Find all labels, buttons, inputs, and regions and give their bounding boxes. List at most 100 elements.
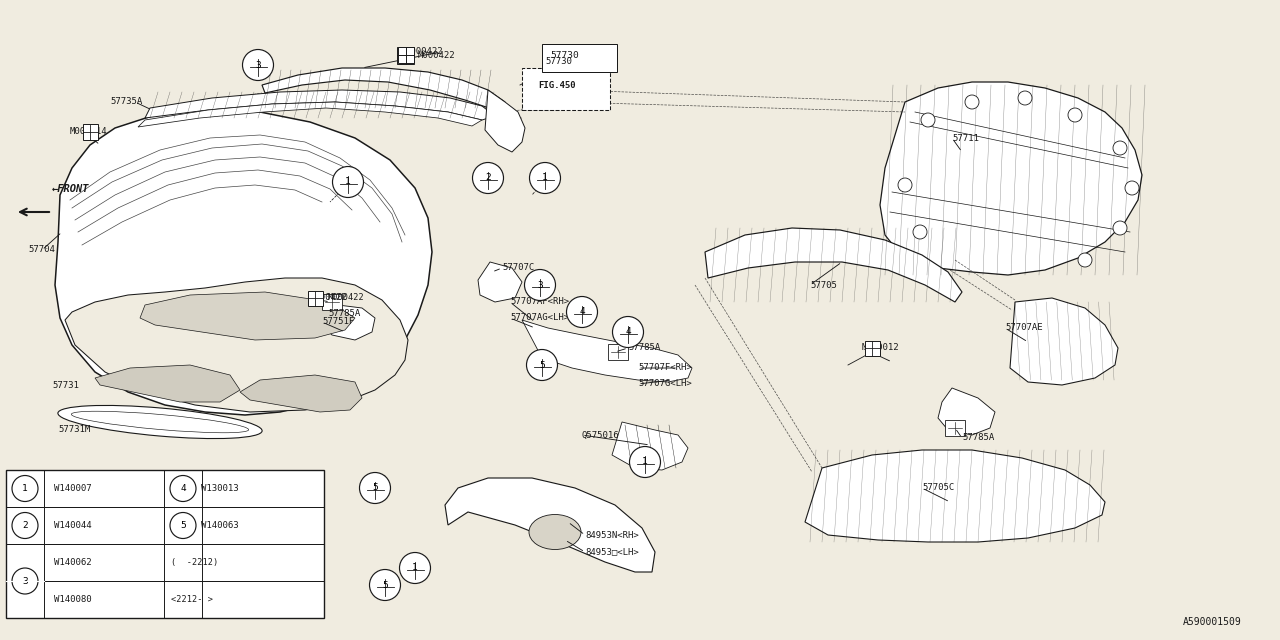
Text: (  -2212): ( -2212) xyxy=(172,558,219,567)
Text: M000422: M000422 xyxy=(310,294,348,303)
Text: 57707F<RH>: 57707F<RH> xyxy=(637,364,691,372)
Text: 3: 3 xyxy=(22,577,28,586)
Text: 4: 4 xyxy=(180,484,186,493)
Text: 57785A: 57785A xyxy=(628,344,660,353)
Circle shape xyxy=(530,163,561,193)
Text: 3: 3 xyxy=(255,61,261,70)
Text: 4: 4 xyxy=(579,307,585,317)
Text: M000422: M000422 xyxy=(328,294,365,303)
Ellipse shape xyxy=(58,405,262,438)
Bar xyxy=(398,47,415,63)
Text: 57751F: 57751F xyxy=(323,317,355,326)
Bar xyxy=(376,579,393,595)
Bar xyxy=(323,294,342,310)
Polygon shape xyxy=(445,478,655,572)
Polygon shape xyxy=(138,102,483,127)
Bar xyxy=(366,481,384,499)
Polygon shape xyxy=(881,82,1142,275)
Bar xyxy=(250,58,266,76)
Text: 1: 1 xyxy=(22,484,28,493)
Text: 57731M: 57731M xyxy=(58,426,91,435)
Text: 1: 1 xyxy=(643,458,648,467)
Circle shape xyxy=(613,317,644,348)
Text: 84953□<LH>: 84953□<LH> xyxy=(585,547,639,557)
Bar xyxy=(307,291,323,305)
Text: 84953N<RH>: 84953N<RH> xyxy=(585,531,639,540)
Circle shape xyxy=(525,269,556,301)
Text: M000314: M000314 xyxy=(70,127,108,136)
Text: 2: 2 xyxy=(22,521,28,530)
Circle shape xyxy=(360,472,390,504)
Bar xyxy=(480,172,497,189)
Circle shape xyxy=(1114,221,1126,235)
Bar xyxy=(608,344,628,360)
Circle shape xyxy=(12,476,38,502)
Circle shape xyxy=(472,163,503,193)
Circle shape xyxy=(333,166,364,198)
Text: W140080: W140080 xyxy=(54,595,92,604)
Text: 5: 5 xyxy=(372,483,378,493)
Polygon shape xyxy=(612,422,689,470)
Polygon shape xyxy=(1010,298,1117,385)
Polygon shape xyxy=(65,278,408,412)
Circle shape xyxy=(526,349,558,381)
Text: 57730: 57730 xyxy=(550,51,579,60)
Text: W140062: W140062 xyxy=(54,558,92,567)
Bar xyxy=(522,68,611,110)
Text: W140063: W140063 xyxy=(201,521,238,530)
Text: Q575016: Q575016 xyxy=(582,431,620,440)
Circle shape xyxy=(170,513,196,538)
Text: 1: 1 xyxy=(543,173,548,182)
Bar xyxy=(82,125,97,140)
Circle shape xyxy=(242,49,274,81)
Circle shape xyxy=(922,113,934,127)
Bar xyxy=(636,456,654,472)
Text: 1: 1 xyxy=(412,563,417,573)
Text: 57707AG<LH>: 57707AG<LH> xyxy=(509,314,570,323)
Text: M000422: M000422 xyxy=(406,47,444,56)
Text: 57707AF<RH>: 57707AF<RH> xyxy=(509,298,570,307)
Circle shape xyxy=(12,568,38,594)
Polygon shape xyxy=(522,78,575,110)
Circle shape xyxy=(1018,91,1032,105)
Polygon shape xyxy=(805,450,1105,542)
Circle shape xyxy=(1078,253,1092,267)
Text: 57785A: 57785A xyxy=(328,310,360,319)
Text: M060012: M060012 xyxy=(861,344,900,353)
Polygon shape xyxy=(477,262,522,302)
Bar xyxy=(398,47,413,63)
Text: 5: 5 xyxy=(180,521,186,530)
Polygon shape xyxy=(705,228,963,302)
Text: 57707G<LH>: 57707G<LH> xyxy=(637,380,691,388)
Text: 57730: 57730 xyxy=(545,58,572,67)
Text: 57704: 57704 xyxy=(28,246,55,255)
Circle shape xyxy=(899,178,913,192)
Text: M000422: M000422 xyxy=(419,51,456,60)
Circle shape xyxy=(12,513,38,538)
Text: 57707AE: 57707AE xyxy=(1005,323,1043,333)
Polygon shape xyxy=(241,375,362,412)
Bar xyxy=(339,175,357,193)
Polygon shape xyxy=(485,90,525,152)
Ellipse shape xyxy=(72,412,248,433)
Circle shape xyxy=(567,296,598,328)
Bar xyxy=(620,326,636,342)
Polygon shape xyxy=(938,388,995,435)
Bar xyxy=(573,305,590,323)
Bar xyxy=(534,358,550,376)
Text: ←FRONT: ←FRONT xyxy=(52,184,90,194)
Text: 4: 4 xyxy=(625,328,631,337)
Bar xyxy=(407,561,424,579)
Circle shape xyxy=(965,95,979,109)
Text: A590001509: A590001509 xyxy=(1183,617,1242,627)
Text: 57707C: 57707C xyxy=(502,264,534,273)
Text: 57785A: 57785A xyxy=(963,433,995,442)
Text: W130013: W130013 xyxy=(201,484,238,493)
Text: 57705C: 57705C xyxy=(922,483,955,493)
Polygon shape xyxy=(95,365,241,402)
Circle shape xyxy=(399,552,430,584)
Text: 57711: 57711 xyxy=(952,134,979,143)
Text: 3: 3 xyxy=(538,280,543,289)
Polygon shape xyxy=(262,68,506,110)
Circle shape xyxy=(913,225,927,239)
